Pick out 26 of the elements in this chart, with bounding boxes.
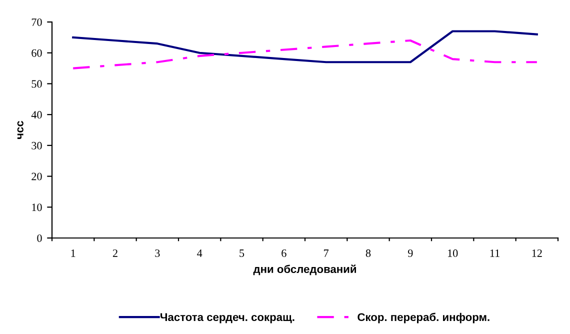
x-tick-label: 11 — [490, 249, 500, 257]
y-tick-label: 20 — [32, 172, 42, 180]
x-tick-label: 5 — [240, 250, 244, 257]
y-axis-title: чсс — [17, 120, 24, 139]
x-tick-label: 9 — [408, 249, 413, 257]
x-tick-label: 6 — [282, 249, 286, 257]
x-tick-label: 7 — [324, 250, 329, 257]
y-tick-label: 40 — [31, 111, 42, 119]
y-tick-label: 60 — [32, 49, 42, 57]
line-series — [72, 39, 538, 70]
x-tick-label: 3 — [155, 249, 160, 257]
x-tick-label: 2 — [112, 249, 118, 257]
x-tick-label: 4 — [197, 250, 202, 257]
y-tick-label: 70 — [32, 18, 42, 26]
x-tick-label: 1 — [71, 249, 76, 257]
x-tick-label: 8 — [366, 249, 371, 257]
x-tick-label: 12 — [532, 249, 542, 257]
y-tick-label: 0 — [37, 234, 42, 242]
x-axis-title: дни обследований — [253, 264, 356, 276]
legend-label: Скор. перераб. информ. — [358, 312, 490, 324]
legend-label: Частота сердеч. сокращ. — [160, 313, 294, 324]
line-series — [72, 30, 538, 64]
y-tick-label: 50 — [32, 80, 42, 88]
y-tick-label: 30 — [32, 142, 42, 150]
x-tick-label: 10 — [448, 249, 458, 257]
y-tick-label: 10 — [32, 204, 42, 212]
